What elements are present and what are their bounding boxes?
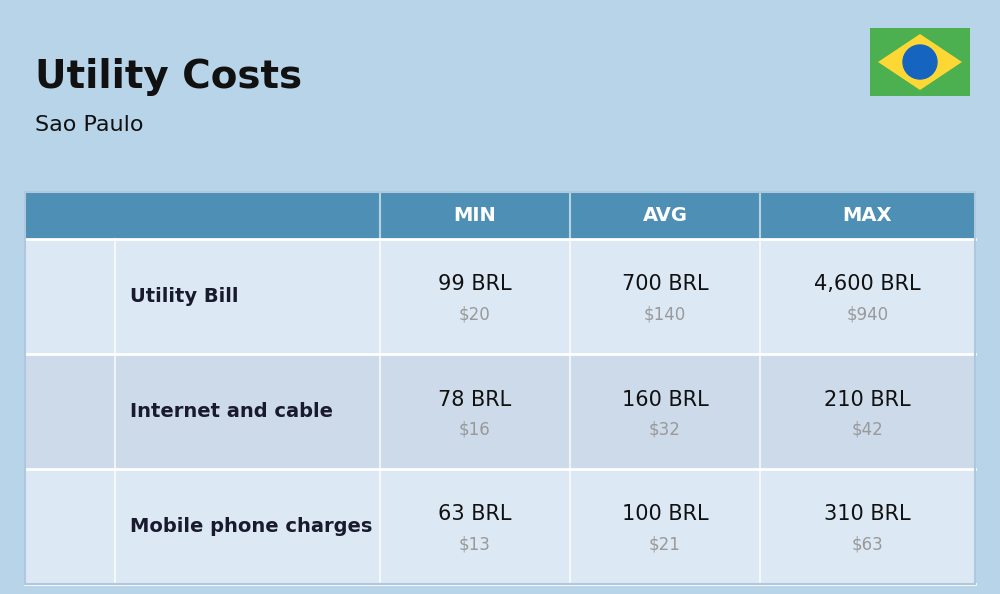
Text: 78 BRL: 78 BRL	[438, 390, 512, 409]
Text: $140: $140	[644, 305, 686, 324]
Bar	[870, 28, 970, 96]
Text: $21: $21	[649, 536, 681, 554]
Text: MAX: MAX	[843, 206, 892, 225]
Text: Utility Bill: Utility Bill	[130, 287, 239, 306]
Polygon shape	[878, 34, 962, 90]
Text: $13: $13	[459, 536, 491, 554]
Text: $32: $32	[649, 421, 681, 438]
Circle shape	[903, 45, 937, 79]
Bar	[25, 192, 975, 584]
Text: 100 BRL: 100 BRL	[622, 504, 708, 525]
Text: Mobile phone charges: Mobile phone charges	[130, 517, 372, 536]
Text: Internet and cable: Internet and cable	[130, 402, 333, 421]
Bar	[25, 239, 975, 354]
Text: $63: $63	[852, 536, 883, 554]
Text: $20: $20	[459, 305, 491, 324]
Bar	[25, 192, 975, 239]
Text: MIN: MIN	[454, 206, 496, 225]
Text: $940: $940	[846, 305, 889, 324]
Text: AVG: AVG	[642, 206, 688, 225]
Text: 700 BRL: 700 BRL	[622, 274, 708, 295]
Text: 210 BRL: 210 BRL	[824, 390, 911, 409]
Text: 99 BRL: 99 BRL	[438, 274, 512, 295]
Bar	[25, 354, 975, 469]
Text: $16: $16	[459, 421, 491, 438]
Text: 63 BRL: 63 BRL	[438, 504, 512, 525]
Text: $42: $42	[852, 421, 883, 438]
Text: Sao Paulo: Sao Paulo	[35, 115, 144, 135]
Text: 310 BRL: 310 BRL	[824, 504, 911, 525]
Text: 160 BRL: 160 BRL	[622, 390, 708, 409]
Text: 4,600 BRL: 4,600 BRL	[814, 274, 921, 295]
Bar	[25, 469, 975, 584]
Text: Utility Costs: Utility Costs	[35, 58, 302, 96]
